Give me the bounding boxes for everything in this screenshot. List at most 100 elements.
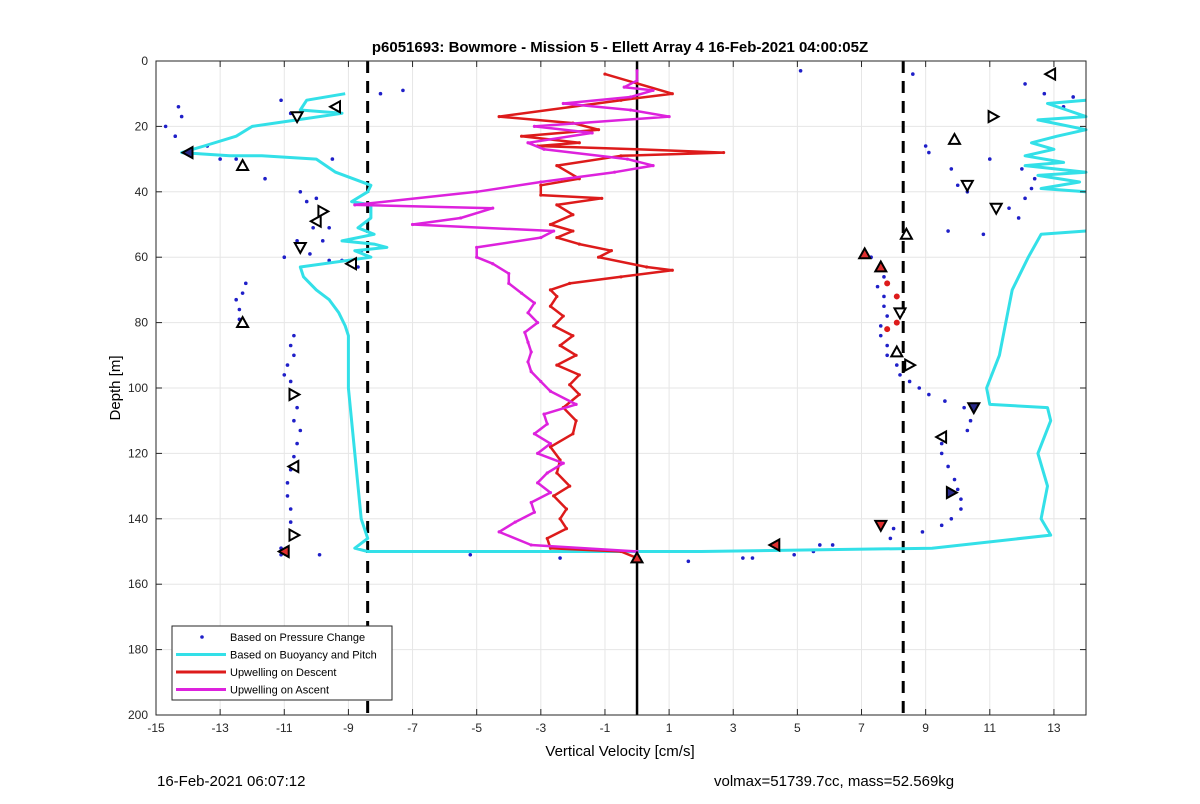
upwelling-on-descent-point bbox=[619, 154, 623, 158]
pressure-change-point bbox=[295, 441, 299, 446]
triangle-marker bbox=[989, 202, 1004, 216]
upwelling-on-descent-point bbox=[577, 392, 581, 397]
upwelling-on-ascent-point bbox=[635, 69, 639, 73]
upwelling-on-ascent-point bbox=[545, 471, 549, 475]
chart-title: p6051693: Bowmore - Mission 5 - Ellett A… bbox=[372, 39, 868, 56]
upwelling-on-ascent-point bbox=[536, 481, 540, 485]
upwelling-on-descent-point bbox=[555, 294, 559, 299]
x-tick-label: 7 bbox=[858, 721, 865, 735]
pressure-change-point bbox=[1023, 196, 1027, 201]
x-tick-label: 11 bbox=[984, 721, 997, 735]
upwelling-on-ascent-point bbox=[629, 108, 633, 112]
red-dot-marker bbox=[884, 326, 891, 333]
x-tick-label: 13 bbox=[1047, 721, 1061, 735]
upwelling-on-ascent-point bbox=[542, 412, 546, 416]
pressure-change-point bbox=[981, 232, 986, 237]
upwelling-on-descent-point bbox=[519, 134, 524, 138]
y-tick-label: 180 bbox=[128, 643, 148, 657]
pressure-change-point bbox=[179, 114, 184, 119]
upwelling-on-ascent-point bbox=[651, 164, 655, 168]
upwelling-on-ascent-point bbox=[629, 95, 633, 99]
red-dot-marker bbox=[884, 280, 891, 287]
upwelling-on-descent-point bbox=[574, 353, 578, 357]
x-tick-label: -9 bbox=[343, 721, 354, 735]
x-tick-label: 9 bbox=[922, 721, 929, 735]
triangle-marker bbox=[288, 527, 302, 543]
legend-entry-label: Upwelling on Ascent bbox=[230, 685, 329, 697]
upwelling-on-descent-point bbox=[571, 334, 575, 338]
upwelling-on-ascent-point bbox=[532, 124, 537, 128]
upwelling-on-descent-point bbox=[552, 324, 556, 328]
pressure-change-point bbox=[949, 167, 954, 171]
pressure-change-point bbox=[750, 556, 755, 560]
y-tick-label: 60 bbox=[135, 250, 149, 264]
upwelling-on-descent-point bbox=[561, 314, 565, 318]
triangle-marker bbox=[317, 204, 331, 219]
pressure-change-point bbox=[1016, 216, 1021, 220]
upwelling-on-ascent-point bbox=[532, 510, 537, 514]
pressure-change-point bbox=[1029, 186, 1034, 191]
triangle-marker bbox=[235, 315, 250, 328]
legend-box bbox=[171, 625, 393, 701]
upwelling-on-ascent-point bbox=[548, 389, 553, 393]
pressure-change-point bbox=[882, 304, 886, 309]
pressure-change-point bbox=[917, 386, 922, 390]
pressure-change-point bbox=[468, 552, 473, 557]
pressure-change-point bbox=[295, 239, 299, 243]
x-tick-label: -3 bbox=[535, 721, 546, 735]
upwelling-on-descent-point bbox=[555, 235, 559, 240]
triangle-marker bbox=[966, 402, 981, 416]
upwelling-on-descent-point bbox=[568, 383, 572, 387]
upwelling-on-descent-point bbox=[619, 98, 623, 102]
upwelling-on-ascent-point bbox=[561, 101, 565, 106]
x-tick-label: -5 bbox=[471, 721, 482, 735]
pressure-change-point bbox=[911, 72, 915, 76]
pressure-change-point bbox=[288, 343, 293, 348]
pressure-change-point bbox=[311, 225, 315, 230]
pressure-change-point bbox=[885, 353, 889, 358]
upwelling-on-ascent-point bbox=[548, 491, 553, 495]
pressure-change-point bbox=[218, 157, 222, 161]
triangle-marker bbox=[889, 344, 904, 358]
triangle-marker bbox=[328, 99, 341, 114]
upwelling-on-descent-point bbox=[670, 92, 674, 96]
triangle-marker bbox=[286, 459, 300, 474]
upwelling-on-descent-point bbox=[558, 343, 562, 348]
pressure-change-point bbox=[240, 291, 245, 295]
pressure-change-point bbox=[298, 190, 303, 194]
triangle-marker bbox=[629, 550, 645, 564]
pressure-change-point bbox=[1007, 206, 1011, 210]
upwelling-on-ascent-point bbox=[574, 402, 578, 406]
y-tick-label: 100 bbox=[128, 381, 148, 395]
buoyancy-pitch-line bbox=[180, 92, 1087, 553]
legend-entry-label: Based on Buoyancy and Pitch bbox=[230, 650, 377, 662]
upwelling-on-descent-point bbox=[558, 517, 562, 521]
upwelling-on-descent-point bbox=[555, 164, 559, 168]
x-tick-label: 5 bbox=[794, 721, 801, 735]
upwelling-on-ascent-point bbox=[526, 311, 530, 315]
upwelling-on-ascent-point bbox=[513, 520, 517, 524]
upwelling-on-descent-point bbox=[577, 141, 581, 145]
upwelling-on-ascent-point bbox=[532, 301, 537, 305]
upwelling-on-descent-point bbox=[574, 419, 578, 423]
pressure-change-point bbox=[885, 343, 889, 348]
upwelling-on-ascent-point bbox=[539, 235, 543, 240]
footer-vehicle-info: volmax=51739.7cc, mass=52.569kg bbox=[714, 773, 955, 790]
triangle-marker bbox=[904, 357, 918, 373]
upwelling-on-ascent-point bbox=[529, 543, 533, 547]
pressure-change-point bbox=[686, 559, 691, 564]
pressure-change-point bbox=[163, 124, 168, 129]
pressure-change-point bbox=[288, 379, 293, 384]
upwelling-on-ascent-point bbox=[459, 216, 463, 220]
pressure-change-point bbox=[279, 98, 283, 103]
triangle-marker bbox=[235, 158, 250, 171]
upwelling-on-ascent-point bbox=[612, 170, 617, 174]
pressure-change-point bbox=[943, 399, 947, 403]
upwelling-on-descent-point bbox=[603, 72, 607, 76]
legend: Based on Pressure Change Based on Buoyanc… bbox=[171, 625, 393, 701]
triangle-marker bbox=[899, 226, 914, 240]
x-tick-label: -11 bbox=[276, 721, 293, 735]
pressure-change-point bbox=[282, 373, 287, 377]
x-tick-label: -7 bbox=[407, 721, 418, 735]
upwelling-on-descent-point bbox=[568, 484, 572, 488]
